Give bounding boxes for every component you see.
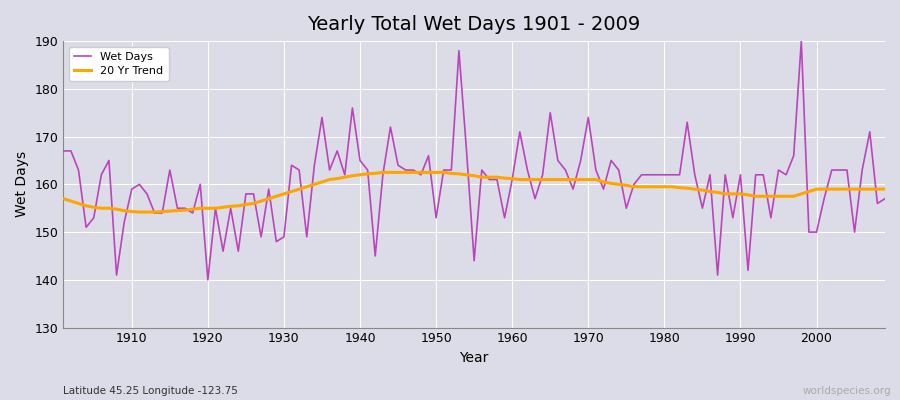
20 Yr Trend	[515, 177, 526, 182]
Text: worldspecies.org: worldspecies.org	[803, 386, 891, 396]
Line: Wet Days: Wet Days	[63, 41, 885, 280]
Wet Days	[58, 148, 68, 153]
X-axis label: Year: Year	[460, 351, 489, 365]
20 Yr Trend	[377, 170, 388, 175]
Wet Days	[606, 158, 616, 163]
Legend: Wet Days, 20 Yr Trend: Wet Days, 20 Yr Trend	[68, 47, 168, 81]
Wet Days	[507, 177, 517, 182]
Wet Days	[515, 130, 526, 134]
20 Yr Trend	[339, 175, 350, 180]
Wet Days	[796, 39, 806, 44]
Wet Days	[339, 172, 350, 177]
20 Yr Trend	[134, 210, 145, 214]
20 Yr Trend	[522, 177, 533, 182]
Y-axis label: Wet Days: Wet Days	[15, 151, 29, 218]
Wet Days	[202, 278, 213, 282]
20 Yr Trend	[58, 196, 68, 201]
Wet Days	[119, 220, 130, 225]
Wet Days	[879, 196, 890, 201]
Line: 20 Yr Trend: 20 Yr Trend	[63, 172, 885, 212]
Wet Days	[293, 168, 304, 172]
20 Yr Trend	[293, 187, 304, 192]
20 Yr Trend	[879, 187, 890, 192]
Title: Yearly Total Wet Days 1901 - 2009: Yearly Total Wet Days 1901 - 2009	[308, 15, 641, 34]
Text: Latitude 45.25 Longitude -123.75: Latitude 45.25 Longitude -123.75	[63, 386, 238, 396]
20 Yr Trend	[613, 182, 624, 187]
20 Yr Trend	[119, 208, 130, 213]
